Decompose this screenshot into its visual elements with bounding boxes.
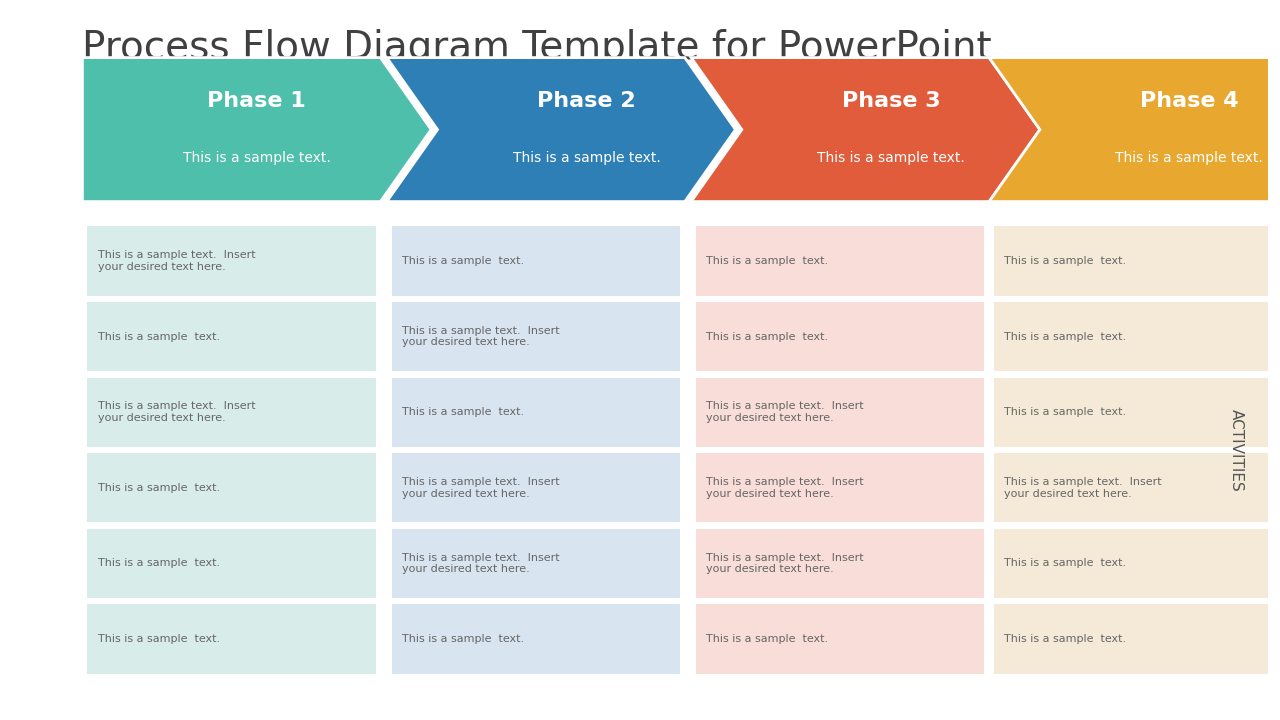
- Text: This is a sample  text.: This is a sample text.: [97, 559, 220, 568]
- Polygon shape: [691, 58, 1039, 202]
- Text: Phase 2: Phase 2: [538, 91, 636, 111]
- FancyBboxPatch shape: [86, 225, 376, 297]
- FancyBboxPatch shape: [390, 301, 681, 372]
- Text: This is a sample text.: This is a sample text.: [512, 151, 660, 166]
- FancyBboxPatch shape: [390, 603, 681, 675]
- Text: Phase 1: Phase 1: [207, 91, 306, 111]
- Text: This is a sample  text.: This is a sample text.: [1005, 408, 1126, 417]
- Text: This is a sample  text.: This is a sample text.: [97, 332, 220, 341]
- Text: This is a sample text.  Insert
your desired text here.: This is a sample text. Insert your desir…: [707, 553, 864, 575]
- Text: This is a sample text.  Insert
your desired text here.: This is a sample text. Insert your desir…: [97, 402, 255, 423]
- Text: This is a sample text.  Insert
your desired text here.: This is a sample text. Insert your desir…: [707, 477, 864, 499]
- FancyBboxPatch shape: [86, 452, 376, 523]
- Text: This is a sample  text.: This is a sample text.: [402, 634, 524, 644]
- FancyBboxPatch shape: [695, 528, 986, 599]
- Text: This is a sample  text.: This is a sample text.: [707, 634, 828, 644]
- FancyBboxPatch shape: [390, 528, 681, 599]
- Text: This is a sample  text.: This is a sample text.: [1005, 332, 1126, 341]
- FancyBboxPatch shape: [390, 377, 681, 448]
- Text: ACTIVITIES: ACTIVITIES: [1229, 409, 1244, 491]
- Text: This is a sample  text.: This is a sample text.: [707, 256, 828, 266]
- Text: This is a sample  text.: This is a sample text.: [1005, 559, 1126, 568]
- FancyBboxPatch shape: [993, 452, 1280, 523]
- Polygon shape: [989, 58, 1280, 202]
- Text: This is a sample  text.: This is a sample text.: [402, 256, 524, 266]
- FancyBboxPatch shape: [993, 377, 1280, 448]
- FancyBboxPatch shape: [993, 528, 1280, 599]
- Polygon shape: [387, 58, 736, 202]
- Text: This is a sample text.: This is a sample text.: [1115, 151, 1263, 166]
- Text: This is a sample  text.: This is a sample text.: [97, 483, 220, 492]
- Text: This is a sample text.  Insert
your desired text here.: This is a sample text. Insert your desir…: [1005, 477, 1162, 499]
- Text: This is a sample  text.: This is a sample text.: [1005, 634, 1126, 644]
- Polygon shape: [82, 58, 431, 202]
- FancyBboxPatch shape: [695, 603, 986, 675]
- FancyBboxPatch shape: [695, 225, 986, 297]
- FancyBboxPatch shape: [86, 528, 376, 599]
- Text: This is a sample text.: This is a sample text.: [817, 151, 965, 166]
- FancyBboxPatch shape: [993, 225, 1280, 297]
- Text: Phase 4: Phase 4: [1139, 91, 1238, 111]
- Text: This is a sample text.: This is a sample text.: [183, 151, 330, 166]
- Text: This is a sample text.  Insert
your desired text here.: This is a sample text. Insert your desir…: [402, 477, 559, 499]
- Text: This is a sample text.  Insert
your desired text here.: This is a sample text. Insert your desir…: [707, 402, 864, 423]
- FancyBboxPatch shape: [86, 377, 376, 448]
- FancyBboxPatch shape: [86, 301, 376, 372]
- FancyBboxPatch shape: [695, 377, 986, 448]
- FancyBboxPatch shape: [993, 301, 1280, 372]
- Text: This is a sample text.  Insert
your desired text here.: This is a sample text. Insert your desir…: [402, 326, 559, 348]
- Text: Phase 3: Phase 3: [841, 91, 941, 111]
- FancyBboxPatch shape: [86, 603, 376, 675]
- Text: This is a sample  text.: This is a sample text.: [707, 332, 828, 341]
- Text: This is a sample  text.: This is a sample text.: [1005, 256, 1126, 266]
- Text: This is a sample  text.: This is a sample text.: [402, 408, 524, 417]
- FancyBboxPatch shape: [390, 452, 681, 523]
- FancyBboxPatch shape: [993, 603, 1280, 675]
- FancyBboxPatch shape: [695, 301, 986, 372]
- Text: This is a sample  text.: This is a sample text.: [97, 634, 220, 644]
- Text: Process Flow Diagram Template for PowerPoint: Process Flow Diagram Template for PowerP…: [82, 29, 992, 67]
- Text: This is a sample text.  Insert
your desired text here.: This is a sample text. Insert your desir…: [97, 251, 255, 272]
- FancyBboxPatch shape: [695, 452, 986, 523]
- FancyBboxPatch shape: [390, 225, 681, 297]
- Text: This is a sample text.  Insert
your desired text here.: This is a sample text. Insert your desir…: [402, 553, 559, 575]
